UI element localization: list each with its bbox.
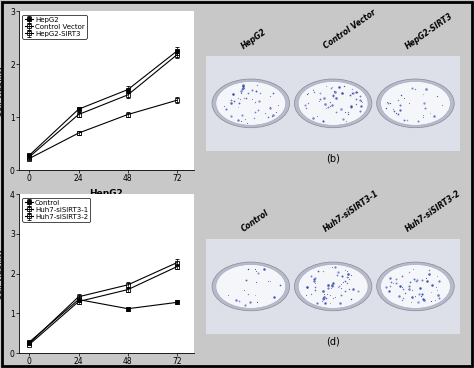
Circle shape [212,79,290,128]
FancyBboxPatch shape [207,56,460,151]
Circle shape [216,81,286,125]
Text: HepG2-SIRT3: HepG2-SIRT3 [404,11,455,51]
Circle shape [294,262,372,311]
Y-axis label: Cell viability: Cell viability [0,65,4,117]
Text: Control Vector: Control Vector [322,8,377,51]
Circle shape [294,79,372,128]
Y-axis label: Cell viability: Cell viability [0,248,4,300]
Circle shape [216,265,286,308]
Circle shape [212,262,290,311]
Circle shape [381,81,450,125]
Circle shape [381,265,450,308]
X-axis label: HepG2: HepG2 [90,189,123,198]
Legend: HepG2, Control Vector, HepG2-SIRT3: HepG2, Control Vector, HepG2-SIRT3 [22,14,87,39]
Circle shape [298,81,368,125]
Text: (b): (b) [326,154,340,164]
Text: (d): (d) [326,337,340,347]
Text: (a): (a) [100,215,113,225]
Circle shape [298,265,368,308]
Legend: Control, Huh7-siSIRT3-1, Huh7-siSIRT3-2: Control, Huh7-siSIRT3-1, Huh7-siSIRT3-2 [22,198,90,222]
FancyBboxPatch shape [207,239,460,334]
Circle shape [377,262,454,311]
Text: Huh7-siSIRT3-2: Huh7-siSIRT3-2 [404,189,463,234]
Text: Control: Control [239,208,270,234]
Text: HepG2: HepG2 [239,27,268,51]
Circle shape [377,79,454,128]
Text: Huh7-siSIRT3-1: Huh7-siSIRT3-1 [322,189,381,234]
